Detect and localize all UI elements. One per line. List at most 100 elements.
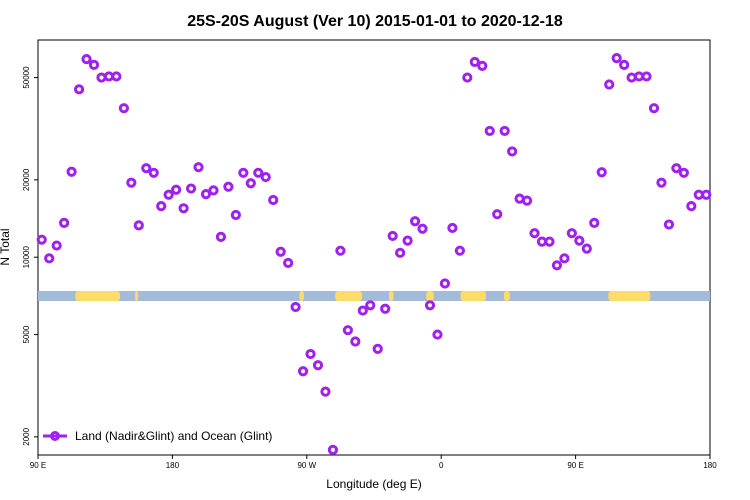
data-point [454,245,465,256]
data-point [559,253,570,264]
data-point [462,72,473,83]
data-point [380,303,391,314]
y-axis-label: N Total [0,228,12,265]
data-point [230,209,241,221]
legend-label: Land (Nadir&Glint) and Ocean (Glint) [75,429,272,443]
data-point [133,220,144,231]
data-point [641,71,652,82]
land-patch [388,291,394,301]
data-point [499,125,510,137]
data-point [88,59,100,71]
data-point [260,171,271,183]
data-point [327,444,339,455]
data-point [297,366,309,377]
data-point [156,201,167,212]
data-point [223,181,234,192]
plot-frame [37,39,711,456]
data-point [126,177,137,188]
data-point [507,146,518,157]
data-point [492,209,503,220]
data-point [611,53,622,64]
data-point [305,348,316,360]
data-point [275,246,286,257]
data-point [178,203,189,214]
data-point [648,103,660,114]
data-point [200,189,212,200]
data-point [521,195,533,206]
data-point [551,260,563,271]
x-tick-label: 90 E [567,461,583,470]
data-point [118,103,129,114]
data-point [663,219,675,230]
data-point [81,53,92,65]
data-point [686,201,697,212]
data-point [395,247,406,258]
x-axis: 90 E 180 90 W 0 90 E 180 [30,455,717,470]
y-axis: 2000 5000 10000 20000 50000 [22,66,38,446]
data-point [671,163,682,174]
x-tick-label: 180 [703,461,717,470]
y-tick-label: 5000 [22,325,31,343]
y-tick-label: 10000 [22,246,31,269]
land-patch [299,291,304,301]
data-point [372,343,383,354]
x-tick-label: 90 W [297,461,316,470]
data-point [36,234,47,245]
land-patch [608,291,651,301]
data-point [350,336,361,347]
land-patch [460,291,486,301]
data-point [589,217,600,228]
data-point [59,217,70,228]
data-point [253,167,264,178]
data-point [335,245,346,256]
legend: Land (Nadir&Glint) and Ocean (Glint) [43,429,272,443]
land-patch [335,291,363,301]
y-tick-label: 2000 [22,427,31,445]
chart-title: 25S-20S August (Ver 10) 2015-01-01 to 20… [187,13,563,30]
data-point [290,301,301,313]
data-point [574,235,585,246]
land-patch [426,291,434,301]
data-point [417,223,428,234]
data-point [619,59,630,71]
data-point [447,222,458,234]
data-point [484,125,495,137]
data-point [111,71,122,82]
data-point [148,167,159,178]
data-point [678,167,689,178]
data-point [141,163,152,174]
data-point [171,184,182,195]
data-point [357,305,368,316]
data-point [215,231,227,242]
data-point [73,84,85,95]
legend-marker-symbol [50,431,60,441]
data-point [208,185,219,196]
y-tick-label: 20000 [22,168,31,191]
data-point [604,79,615,90]
data-point [581,243,592,254]
data-point [409,216,421,227]
data-point [469,56,480,68]
x-tick-label: 90 E [30,461,46,470]
data-point [544,236,555,247]
data-point [51,240,62,251]
data-point [283,257,294,269]
land-patch [75,291,121,301]
data-point [320,386,331,397]
data-point [701,189,712,200]
data-point [238,167,249,178]
x-tick-label: 180 [166,461,180,470]
data-point [268,194,279,206]
data-point [44,253,55,264]
data-point [245,178,256,189]
data-point [566,228,577,239]
data-point [185,183,197,194]
data-point [163,189,174,200]
x-tick-label: 0 [439,461,444,470]
data-point [596,167,607,178]
data-point [529,228,540,239]
data-point [439,278,451,289]
data-point [477,60,488,72]
ocean-band [38,291,710,301]
